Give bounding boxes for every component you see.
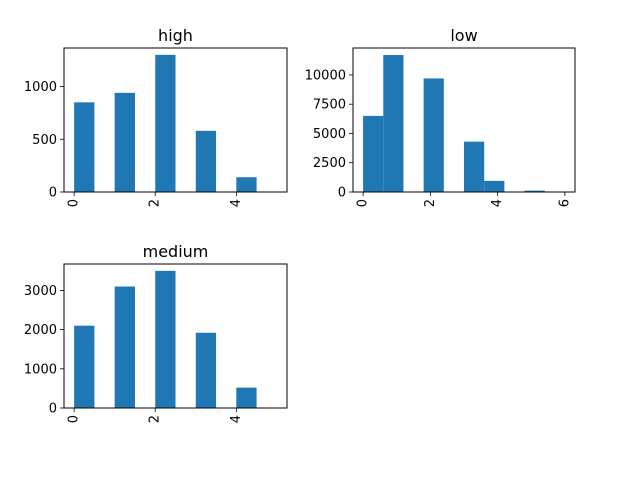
x-tick-label: 4: [490, 199, 505, 207]
histogram-bar: [484, 180, 505, 192]
histogram-bar: [236, 387, 257, 408]
histogram-bar: [74, 102, 95, 192]
x-tick-label: 2: [423, 199, 438, 207]
subplot-title: medium: [143, 242, 209, 261]
histogram-bar: [74, 325, 95, 408]
subplot-low: low 0 2500 5000 7500 10000 0 2 4 6: [305, 26, 576, 207]
x-tick-label: 4: [229, 199, 244, 207]
x-tick-label: 4: [229, 415, 244, 423]
y-tick-label: 10000: [305, 68, 346, 83]
x-tick-label: 0: [356, 199, 371, 207]
x-tick-label: 2: [148, 199, 163, 207]
histogram-bar: [195, 130, 217, 192]
histogram-bar: [155, 54, 176, 192]
subplot-high: high 0 500 1000 0 2 4: [24, 26, 288, 207]
y-tick-label: 5000: [313, 127, 346, 142]
histogram-bar: [423, 78, 444, 192]
histogram-bar: [383, 55, 404, 193]
y-tick-label: 0: [338, 186, 346, 201]
axes-frame: [63, 47, 288, 193]
y-tick-label: 3000: [24, 284, 57, 299]
y-tick-label: 1000: [24, 80, 57, 95]
x-tick-label: 6: [557, 199, 572, 207]
y-tick-label: 2500: [313, 156, 346, 171]
subplot-title: low: [450, 26, 477, 45]
subplot-title: high: [158, 26, 193, 45]
y-tick-label: 0: [49, 186, 57, 201]
axes-frame: [63, 263, 288, 409]
x-tick-label: 2: [148, 415, 163, 423]
y-tick-label: 0: [49, 402, 57, 417]
y-tick-label: 1000: [24, 362, 57, 377]
x-tick-label: 0: [67, 415, 82, 423]
x-tick-label: 0: [67, 199, 82, 207]
histogram-bar: [524, 190, 545, 192]
y-tick-label: 7500: [313, 98, 346, 113]
histogram-bar: [236, 177, 257, 192]
histogram-bar: [155, 270, 176, 408]
histogram-bar: [195, 332, 217, 408]
histogram-bar: [114, 286, 135, 408]
subplot-medium: medium 0 1000 2000 3000 0 2 4: [24, 242, 288, 423]
axes-frame: [352, 47, 576, 193]
y-tick-label: 500: [32, 133, 57, 148]
histogram-bar: [464, 141, 485, 192]
histogram-bar: [114, 92, 135, 192]
y-tick-label: 2000: [24, 323, 57, 338]
histogram-bar: [363, 115, 384, 192]
